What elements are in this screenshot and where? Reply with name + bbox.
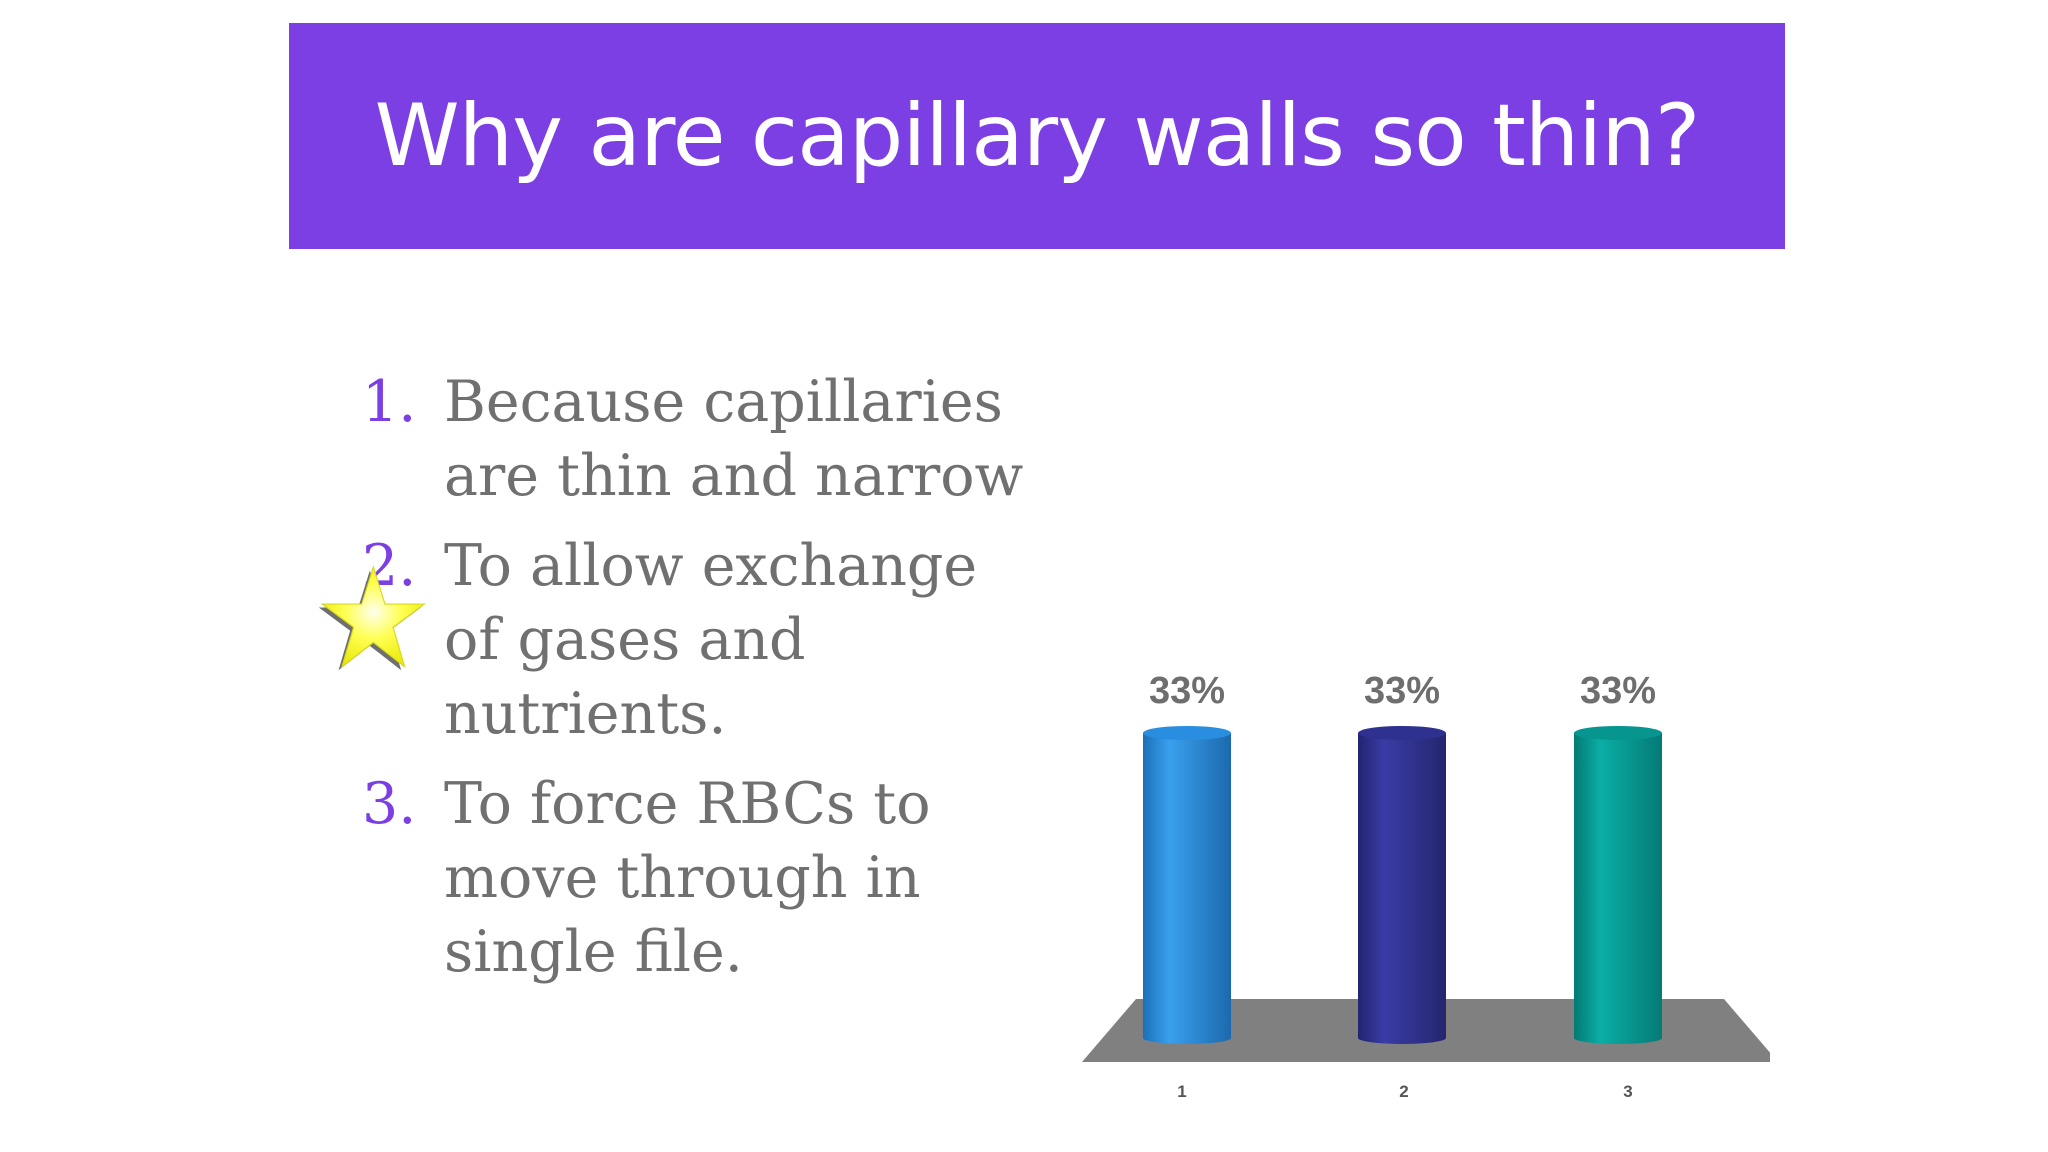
category-label: 3: [1623, 1082, 1632, 1101]
answer-list: 1. Because capillaries are thin and narr…: [362, 365, 1042, 1005]
bar-value-label: 33%: [1149, 670, 1225, 712]
answer-option-1[interactable]: 1. Because capillaries are thin and narr…: [362, 365, 1042, 513]
answer-text: To allow exchange of gases and nutrients…: [444, 533, 978, 747]
results-chart: 33% 1 33% 2 33% 3: [1082, 670, 1770, 1101]
bar-value-label: 33%: [1580, 670, 1656, 712]
slide-title: Why are capillary walls so thin?: [374, 86, 1701, 186]
bar-value-label: 33%: [1364, 670, 1440, 712]
star-icon: [318, 565, 427, 671]
answer-number: 1.: [362, 369, 417, 435]
category-label: 1: [1177, 1082, 1186, 1101]
answer-option-2[interactable]: 2. To allow exchange of gases and nutrie…: [362, 529, 1042, 751]
bar-2: [1358, 726, 1446, 1044]
bar-3: [1574, 726, 1662, 1044]
title-banner: Why are capillary walls so thin?: [289, 23, 1785, 249]
answer-option-3[interactable]: 3. To force RBCs to move through in sing…: [362, 767, 1042, 989]
answer-number: 3.: [362, 771, 417, 837]
answer-text: To force RBCs to move through in single …: [444, 771, 931, 985]
category-label: 2: [1399, 1082, 1408, 1101]
answer-text: Because capillaries are thin and narrow: [444, 369, 1024, 509]
bar-1: [1143, 726, 1231, 1044]
